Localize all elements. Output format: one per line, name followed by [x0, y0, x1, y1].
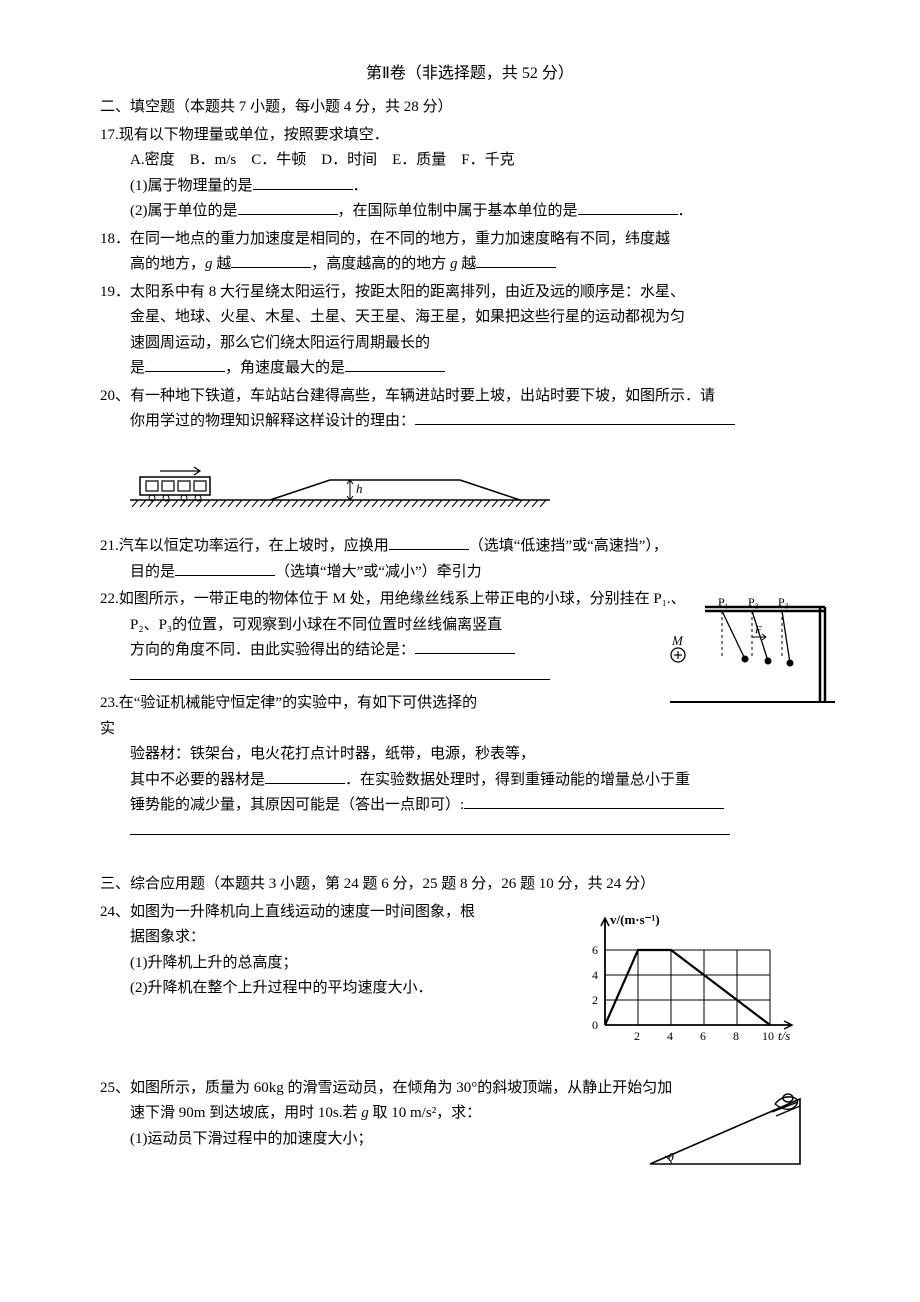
q18-e: 越: [458, 256, 477, 272]
h-label: h: [356, 481, 363, 496]
q23-e: 锤势能的减少量，其原因可能是（答出一点即可）:: [130, 797, 464, 813]
q23-line4: 锤势能的减少量，其原因可能是（答出一点即可）:: [100, 793, 840, 819]
blank[interactable]: [130, 664, 550, 680]
blank[interactable]: [578, 199, 678, 215]
svg-text:0: 0: [592, 1018, 598, 1032]
q23-line2: 验器材：铁架台，电火花打点计时器，纸带，电源，秒表等，: [100, 742, 840, 768]
q19-e: ，角速度最大的是: [225, 360, 345, 376]
q23-c: 其中不必要的器材是: [130, 772, 265, 788]
section-2-head: 二、填空题（本题共 7 小题，每小题 4 分，共 28 分）: [100, 95, 840, 121]
svg-text:P₂: P₂: [748, 597, 759, 609]
q17-p1b: ．: [353, 178, 368, 194]
blank[interactable]: [145, 356, 225, 372]
q23-d: ．在实验数据处理时，得到重锤动能的增量总小于重: [345, 772, 690, 788]
q17-part1: (1)属于物理量的是 ．: [100, 174, 840, 200]
svg-text:4: 4: [667, 1029, 673, 1043]
var-g: g: [450, 256, 458, 272]
blank[interactable]: [175, 560, 275, 576]
q18-b: 高的地方，: [130, 256, 205, 272]
svg-text:2: 2: [634, 1029, 640, 1043]
svg-text:M: M: [671, 633, 684, 648]
page-title: 第Ⅱ卷（非选择题，共 52 分）: [100, 60, 840, 87]
q25-c: 取 10 m/s²，求：: [369, 1105, 481, 1121]
blank[interactable]: [265, 768, 345, 784]
svg-text:6: 6: [700, 1029, 706, 1043]
q17-p1a: (1)属于物理量的是: [130, 178, 253, 194]
q19-line4: 是 ，角速度最大的是: [100, 356, 840, 382]
svg-text:6: 6: [592, 943, 598, 957]
blank[interactable]: [231, 252, 311, 268]
q25-figure: θ: [640, 1084, 810, 1184]
q25-b: 速下滑 90m 到达坡底，用时 10s.若: [130, 1105, 361, 1121]
blank[interactable]: [130, 819, 730, 835]
q17-options: A.密度 B．m/s C．牛顿 D．时间 E．质量 F．千克: [100, 148, 840, 174]
q21-line2: 目的是 （选填“增大”或“减小”）牵引力: [100, 560, 840, 586]
q23-line3: 其中不必要的器材是 ．在实验数据处理时，得到重锤动能的增量总小于重: [100, 768, 840, 794]
var-g: g: [361, 1105, 369, 1121]
svg-text:2: 2: [592, 993, 598, 1007]
q18-line2: 高的地方，g 越，高度越高的的地方 g 越: [100, 252, 840, 278]
q20-line1: 20、有一种地下铁道，车站站台建得高些，车辆进站时要上坡，出站时要下坡，如图所示…: [100, 384, 840, 410]
q19-d: 是: [130, 360, 145, 376]
q18-line1: 18．在同一地点的重力加速度是相同的，在不同的地方，重力加速度略有不同，纬度越: [100, 227, 840, 253]
q19-line1: 19．太阳系中有 8 大行星绕太阳运行，按距太阳的距离排列，由近及远的顺序是：水…: [100, 280, 840, 306]
svg-text:θ: θ: [668, 1150, 674, 1164]
q21-line1: 21.汽车以恒定功率运行，在上坡时，应换用 （选填“低速挡”或“高速挡”），: [100, 534, 840, 560]
q20-line2: 你用学过的物理知识解释这样设计的理由：: [100, 409, 840, 435]
q21-b: （选填“低速挡”或“高速挡”），: [469, 538, 668, 554]
blank[interactable]: [238, 199, 338, 215]
q19-line3: 速圆周运动，那么它们绕太阳运行周期最长的: [100, 331, 840, 357]
q23-blankline: [100, 819, 840, 845]
q22-figure: P₁ P₂ P₃ F M: [660, 597, 840, 722]
section-3-head: 三、综合应用题（本题共 3 小题，第 24 题 6 分，25 题 8 分，26 …: [100, 872, 840, 898]
svg-text:P₃: P₃: [778, 597, 789, 609]
q21-a: 21.汽车以恒定功率运行，在上坡时，应换用: [100, 538, 389, 554]
blank[interactable]: [253, 174, 353, 190]
svg-text:t/s: t/s: [778, 1028, 790, 1043]
var-g: g: [205, 256, 213, 272]
q20-figure: h: [130, 445, 840, 525]
q17-p2b: ，在国际单位制中属于基本单位的是: [338, 203, 578, 219]
svg-text:4: 4: [592, 968, 598, 982]
q24-figure: v/(m·s⁻¹) t/s 0 2 4 6 2 4 6 8 10: [570, 910, 810, 1060]
svg-text:F: F: [754, 624, 762, 636]
svg-text:8: 8: [733, 1029, 739, 1043]
blank[interactable]: [345, 356, 445, 372]
blank[interactable]: [415, 409, 735, 425]
q18-d: ，高度越高的的地方: [311, 256, 450, 272]
svg-text:v/(m·s⁻¹): v/(m·s⁻¹): [610, 912, 660, 927]
blank[interactable]: [464, 793, 724, 809]
q19-line2: 金星、地球、火星、木星、土星、天王星、海王星，如果把这些行星的运动都视为匀: [100, 305, 840, 331]
blank[interactable]: [389, 534, 469, 550]
q17-part2: (2)属于单位的是 ，在国际单位制中属于基本单位的是 ．: [100, 199, 840, 225]
svg-text:P₁: P₁: [718, 597, 729, 609]
q21-d: （选填“增大”或“减小”）牵引力: [275, 564, 482, 580]
q17-p2c: ．: [678, 203, 693, 219]
q20-b: 你用学过的物理知识解释这样设计的理由：: [130, 413, 415, 429]
q21-c: 目的是: [130, 564, 175, 580]
blank[interactable]: [415, 638, 515, 654]
q22-c: 方向的角度不同．由此实验得出的结论是：: [130, 642, 415, 658]
q17-stem: 17.现有以下物理量或单位，按照要求填空．: [100, 123, 840, 149]
q18-c: 越: [213, 256, 232, 272]
q17-p2a: (2)属于单位的是: [130, 203, 238, 219]
svg-text:10: 10: [762, 1029, 774, 1043]
blank[interactable]: [476, 252, 556, 268]
